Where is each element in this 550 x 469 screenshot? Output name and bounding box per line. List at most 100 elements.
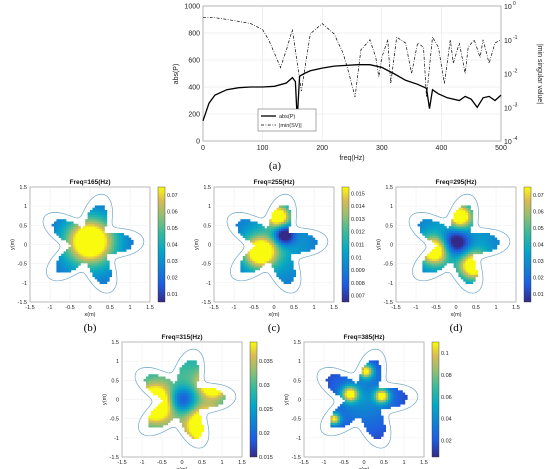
field-cell: [150, 385, 154, 389]
colorbar-tick-label: 0.014: [351, 204, 365, 210]
field-cell: [368, 422, 372, 426]
field-cell: [371, 411, 374, 414]
field-cell: [281, 235, 284, 238]
field-cell: [371, 376, 374, 380]
field-cell: [288, 272, 292, 275]
field-cell: [111, 244, 115, 248]
field-cell: [104, 223, 108, 227]
field-cell: [94, 235, 98, 238]
field-cell: [344, 411, 348, 414]
field-cell: [194, 397, 197, 400]
x-tick-label: 200: [316, 145, 328, 152]
field-cell: [271, 212, 275, 215]
field-cell: [298, 251, 301, 255]
field-cell: [332, 385, 336, 389]
field-cell: [376, 385, 379, 389]
field-cell: [213, 397, 216, 400]
field-cell: [337, 422, 341, 426]
field-cell: [385, 392, 389, 396]
field-cell: [344, 385, 348, 389]
field-cell: [432, 267, 435, 271]
field-cell: [70, 260, 74, 264]
field-cell: [361, 388, 365, 391]
field-cell: [281, 253, 284, 257]
field-cell: [453, 256, 457, 259]
field-cell: [434, 253, 438, 257]
field-cell: [247, 267, 251, 271]
field-cell: [68, 233, 72, 236]
field-cell: [194, 434, 197, 437]
field-cell: [90, 235, 93, 238]
field-cell: [373, 383, 377, 387]
field-cell: [446, 249, 450, 252]
field-cell: [116, 244, 120, 248]
field-cell: [252, 235, 256, 238]
field-cell: [335, 411, 338, 414]
field-cell: [250, 237, 253, 241]
field-cell: [335, 390, 338, 393]
field-cell: [465, 262, 469, 266]
field-cell: [480, 233, 483, 236]
field-cell: [240, 269, 244, 273]
field-cell: [342, 388, 346, 391]
field-cell: [194, 404, 197, 407]
colorbar-tick-label: 0.025: [259, 407, 273, 413]
field-cell: [361, 415, 365, 419]
field-cell: [218, 390, 221, 393]
field-cell: [206, 406, 209, 410]
field-cell: [378, 404, 382, 407]
field-cell: [182, 381, 185, 384]
field-cell: [290, 251, 294, 255]
field-cell: [126, 242, 129, 245]
field-cell: [335, 385, 338, 389]
field-cell: [378, 374, 382, 377]
field-cell: [165, 378, 168, 382]
field-cell: [492, 246, 495, 250]
field-cell: [465, 233, 469, 236]
field-cell: [361, 404, 365, 407]
field-cell: [364, 422, 367, 426]
field-cell: [349, 413, 353, 416]
field-cell: [254, 265, 258, 268]
field-cell: [286, 274, 289, 278]
field-cell: [390, 388, 394, 391]
field-cell: [283, 230, 287, 234]
field-cell: [397, 404, 401, 407]
field-cell: [153, 411, 156, 414]
field-cell: [177, 408, 180, 412]
field-cell: [245, 233, 248, 236]
field-cell: [458, 221, 462, 225]
field-cell: [75, 239, 79, 243]
field-cell: [371, 417, 374, 421]
field-cell: [371, 413, 374, 416]
field-cell: [390, 397, 394, 400]
field-cell: [269, 228, 272, 232]
field-cell: [432, 251, 435, 255]
field-cell: [288, 214, 292, 218]
field-cell: [463, 219, 466, 222]
field-cell: [242, 262, 246, 266]
field-cell: [392, 388, 396, 391]
field-cell: [376, 383, 379, 387]
field-cell: [257, 246, 260, 250]
colorbar-tick-label: 0.015: [351, 191, 365, 197]
field-cell: [177, 378, 180, 382]
field-cell: [208, 394, 212, 398]
field-cell: [373, 399, 377, 403]
field-cell: [388, 394, 391, 398]
colorbar-tick-label: 0.03: [259, 383, 270, 389]
field-cell: [468, 279, 471, 282]
field-cell: [376, 378, 379, 382]
field-cell: [242, 226, 246, 229]
field-cell: [177, 404, 180, 407]
field-cell: [111, 235, 115, 238]
field-cell: [278, 239, 282, 243]
field-cell: [92, 253, 96, 257]
field-cell: [56, 267, 60, 271]
field-cell: [269, 249, 272, 252]
field-cell: [158, 411, 161, 414]
field-cell: [359, 408, 362, 412]
field-cell: [87, 233, 91, 236]
field-cell: [366, 397, 370, 400]
field-cell: [262, 242, 265, 245]
